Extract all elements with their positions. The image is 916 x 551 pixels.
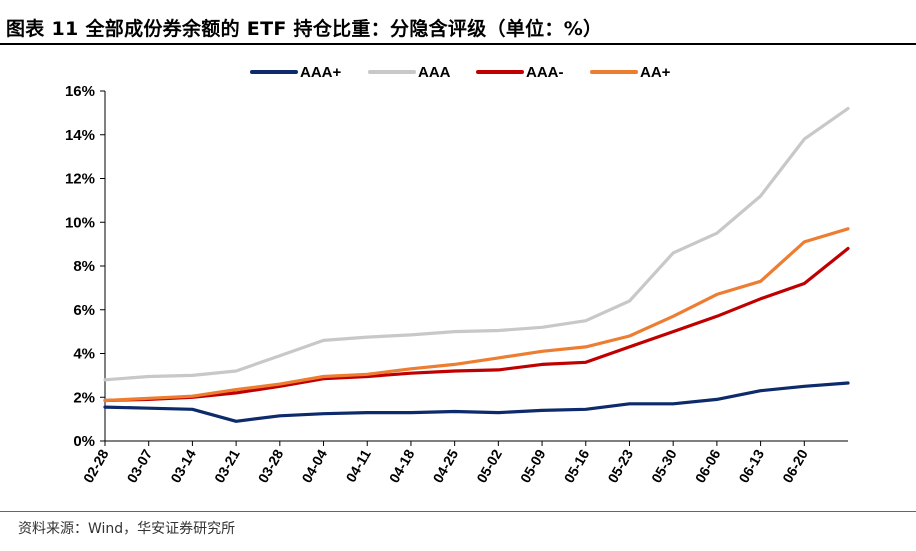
series-line-aaa: [103, 106, 850, 382]
y-tick-label: 8%: [73, 258, 95, 275]
y-tick-label: 10%: [65, 214, 95, 231]
source-divider: [0, 511, 916, 512]
x-tick-label: 04-11: [342, 446, 373, 485]
series-line-aa-plus: [103, 227, 850, 403]
y-tick-label: 6%: [73, 302, 95, 319]
chart-series: [103, 106, 850, 423]
x-tick-label: 06-20: [779, 446, 811, 485]
legend-label: AA+: [640, 64, 671, 81]
legend-label: AAA: [418, 64, 451, 81]
x-tick-label: 05-09: [517, 446, 549, 485]
x-tick-label: 03-21: [211, 446, 243, 485]
y-tick-label: 2%: [73, 389, 95, 406]
title-divider: [0, 43, 916, 45]
x-tick-label: 03-07: [124, 446, 156, 485]
y-tick-label: 14%: [65, 127, 95, 144]
y-tick-label: 12%: [65, 171, 95, 188]
y-tick-label: 16%: [65, 83, 95, 100]
x-tick-label: 04-04: [298, 446, 330, 485]
y-tick-label: 0%: [73, 433, 95, 450]
x-tick-label: 03-14: [167, 446, 199, 485]
x-tick-label: 03-28: [255, 446, 287, 485]
x-tick-label: 02-28: [80, 446, 112, 485]
x-tick-label: 04-25: [429, 446, 461, 485]
source-note: 资料来源：Wind，华安证券研究所: [18, 521, 236, 537]
series-line-aaa-plus: [103, 381, 850, 423]
x-tick-label: 05-30: [648, 446, 680, 485]
x-tick-label: 05-23: [604, 446, 636, 485]
x-tick-label: 05-02: [473, 446, 505, 485]
y-tick-label: 4%: [73, 346, 95, 363]
chart-axes: 0% 2% 4% 6% 8% 10% 12% 14% 16% 02-28 03-07 03-14 03-…: [65, 83, 848, 486]
x-tick-label: 04-18: [386, 446, 418, 485]
x-tick-label: 06-13: [735, 446, 767, 485]
legend-label: AAA+: [300, 64, 341, 81]
x-tick-label: 05-16: [561, 446, 593, 485]
chart-title: 图表 11 全部成份券余额的 ETF 持仓比重：分隐含评级（单位：%）: [6, 18, 603, 40]
x-tick-label: 06-06: [692, 446, 724, 485]
legend-label: AAA-: [526, 64, 564, 81]
series-line-aaa-minus: [103, 246, 850, 403]
chart-legend: AAA+ AAA AAA- AA+: [250, 64, 671, 81]
